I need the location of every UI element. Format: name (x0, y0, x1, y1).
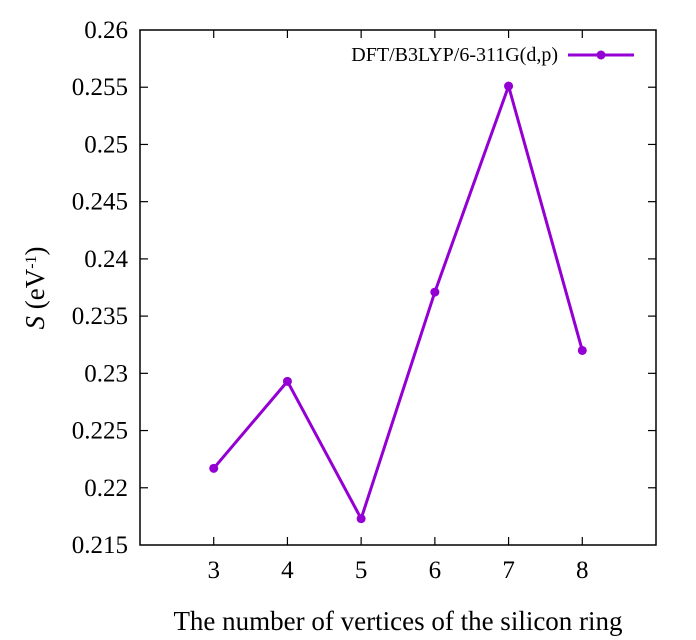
legend: DFT/B3LYP/6-311G(d,p) (351, 44, 634, 66)
y-tick-label: 0.25 (84, 131, 128, 158)
y-tick-label: 0.26 (84, 17, 128, 44)
y-tick-label: 0.215 (72, 532, 128, 559)
y-tick-label: 0.255 (72, 74, 128, 101)
legend-label: DFT/B3LYP/6-311G(d,p) (351, 44, 558, 66)
data-point (282, 376, 292, 386)
x-tick-label: 5 (355, 557, 368, 584)
x-axis-ticks: 3 4 5 6 7 8 (207, 30, 589, 584)
x-tick-label: 8 (576, 557, 589, 584)
y-tick-label: 0.225 (72, 418, 128, 445)
data-point (430, 287, 440, 297)
y-axis-unit-prefix: (eV (20, 268, 50, 316)
y-tick-label: 0.235 (72, 303, 128, 330)
x-tick-label: 7 (502, 557, 515, 584)
legend-marker (596, 50, 606, 60)
y-tick-label: 0.22 (84, 475, 128, 502)
data-point (209, 463, 219, 473)
y-axis-unit-exponent: -1 (23, 255, 40, 268)
data-point (577, 345, 587, 355)
x-axis-title: The number of vertices of the silicon ri… (173, 606, 622, 636)
y-tick-label: 0.24 (84, 246, 128, 273)
y-tick-label: 0.245 (72, 189, 128, 216)
y-tick-label: 0.23 (84, 360, 128, 387)
series-line (212, 81, 584, 523)
x-tick-label: 4 (281, 557, 294, 584)
y-axis-title: S (eV-1) (20, 246, 50, 329)
y-axis-symbol: S (20, 316, 50, 330)
data-point (504, 81, 514, 91)
data-point (356, 514, 366, 524)
series-layer (209, 81, 587, 524)
x-tick-label: 6 (429, 557, 442, 584)
y-axis-ticks: 0.215 0.22 0.225 0.23 0.235 0.24 0.245 0.25 0.25… (72, 17, 656, 559)
plot-frame (139, 29, 657, 546)
y-axis-unit-suffix: ) (20, 246, 50, 255)
x-tick-label: 3 (207, 557, 220, 584)
